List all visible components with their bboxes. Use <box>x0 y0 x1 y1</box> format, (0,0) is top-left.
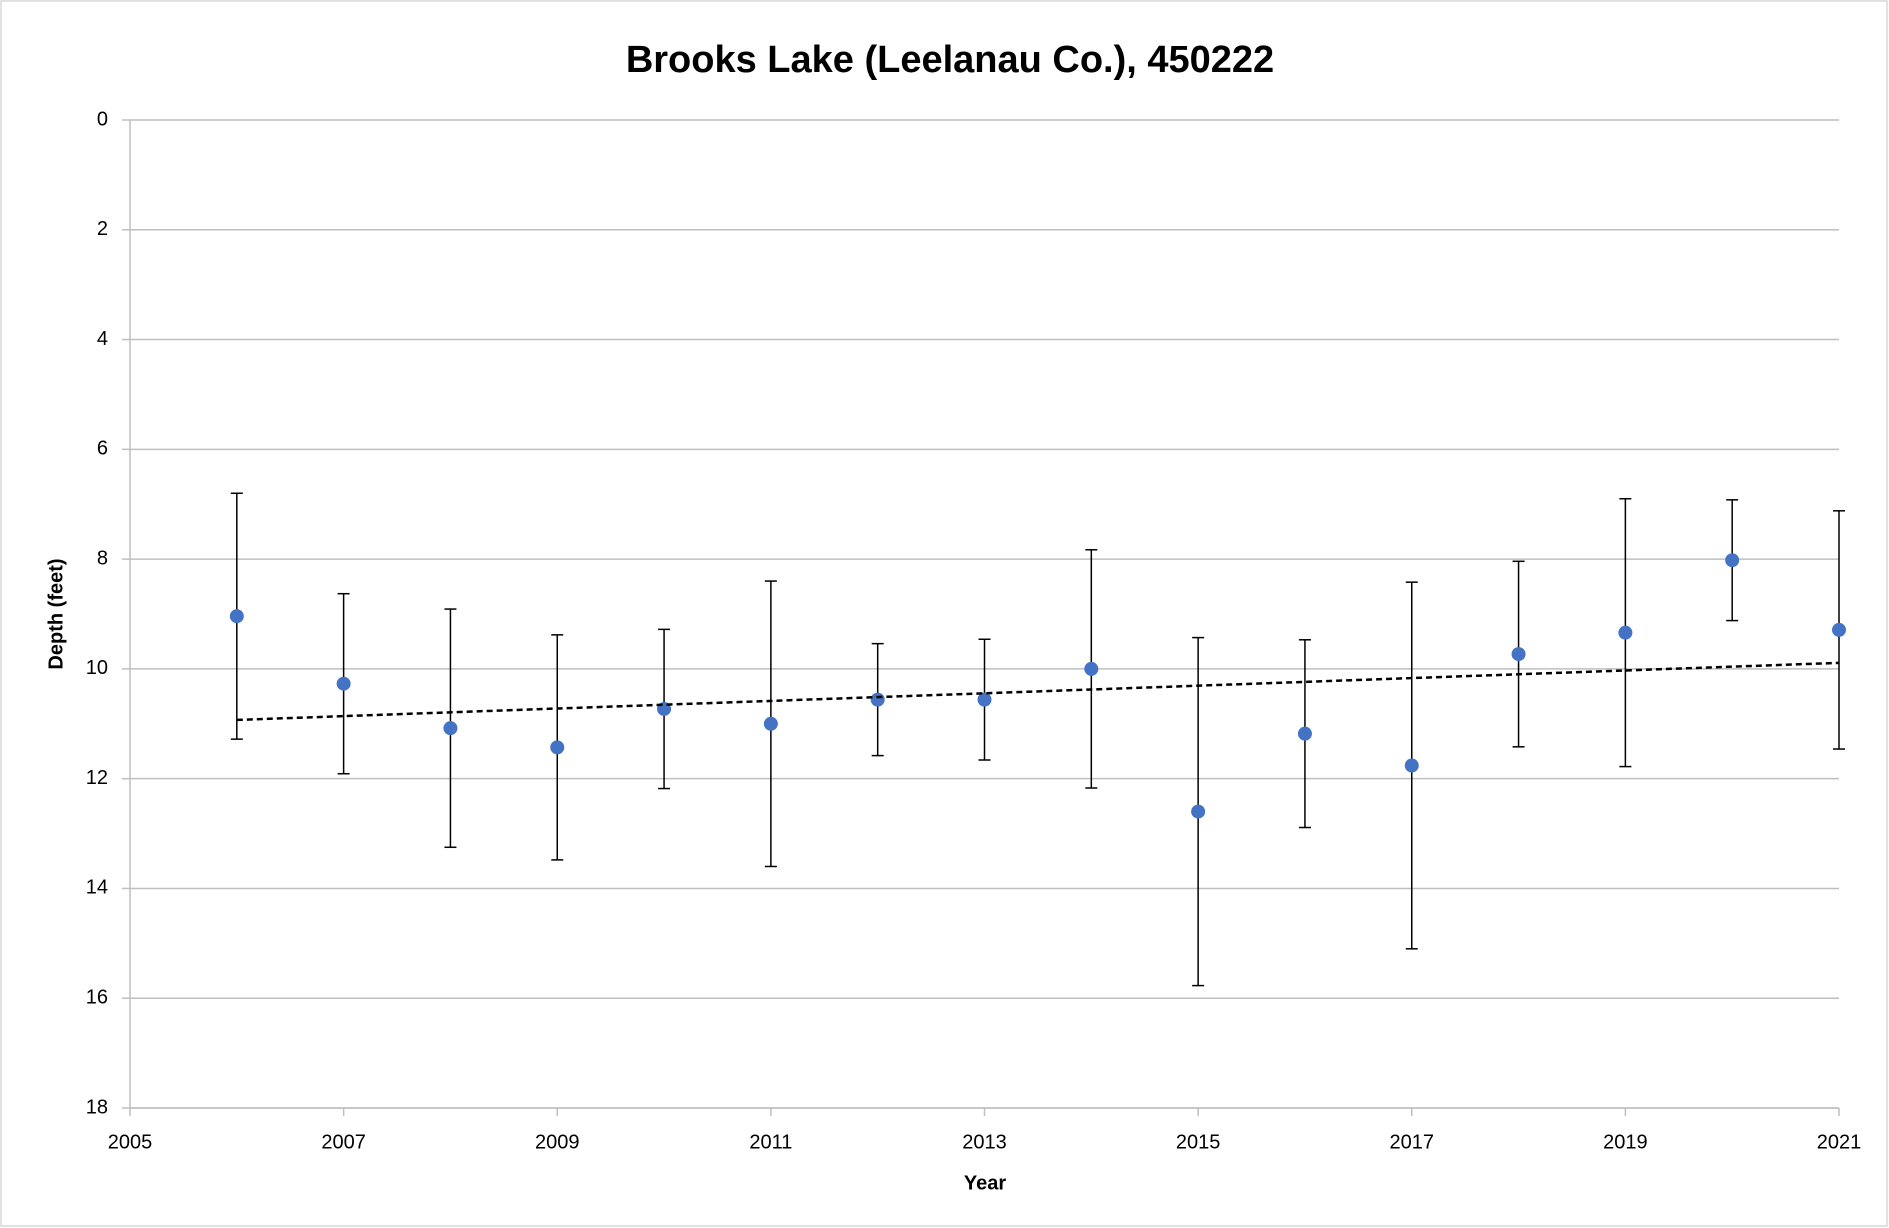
x-tick-label: 2009 <box>535 1131 580 1153</box>
data-point <box>1618 625 1633 640</box>
y-tick-label: 18 <box>86 1096 108 1118</box>
y-tick-label: 0 <box>97 108 108 130</box>
x-axis-title: Year <box>964 1172 1006 1194</box>
y-axis-title: Depth (feet) <box>45 558 67 669</box>
data-point <box>336 676 351 691</box>
x-tick-label: 2015 <box>1176 1131 1221 1153</box>
x-tick-label: 2019 <box>1603 1131 1648 1153</box>
data-point <box>1404 758 1419 773</box>
y-tick-label: 2 <box>97 218 108 240</box>
y-tick-label: 6 <box>97 438 108 460</box>
y-tick-label: 12 <box>86 767 108 789</box>
data-point <box>1084 661 1099 676</box>
y-tick-label: 4 <box>97 328 108 350</box>
chart-title: Brooks Lake (Leelanau Co.), 450222 <box>626 39 1274 81</box>
trendline <box>236 661 1840 722</box>
data-point <box>1297 726 1312 741</box>
data-point <box>977 692 992 707</box>
data-point <box>443 721 458 736</box>
data-point <box>1725 553 1740 568</box>
y-tick-label: 10 <box>86 657 108 679</box>
data-point <box>550 740 565 755</box>
data-point <box>763 716 778 731</box>
y-tick-label: 8 <box>97 547 108 569</box>
data-point <box>229 609 244 624</box>
data-point <box>1191 804 1206 819</box>
x-tick-label: 2021 <box>1817 1131 1862 1153</box>
y-tick-label: 16 <box>86 987 108 1009</box>
x-tick-label: 2013 <box>962 1131 1007 1153</box>
y-tick-label: 14 <box>86 877 108 899</box>
x-tick-label: 2011 <box>749 1131 792 1153</box>
x-tick-label: 2017 <box>1390 1131 1435 1153</box>
data-point <box>1832 622 1846 637</box>
data-point <box>1511 647 1526 662</box>
data-point <box>870 692 885 707</box>
x-tick-label: 2007 <box>321 1131 366 1153</box>
x-tick-label: 2005 <box>108 1131 153 1153</box>
